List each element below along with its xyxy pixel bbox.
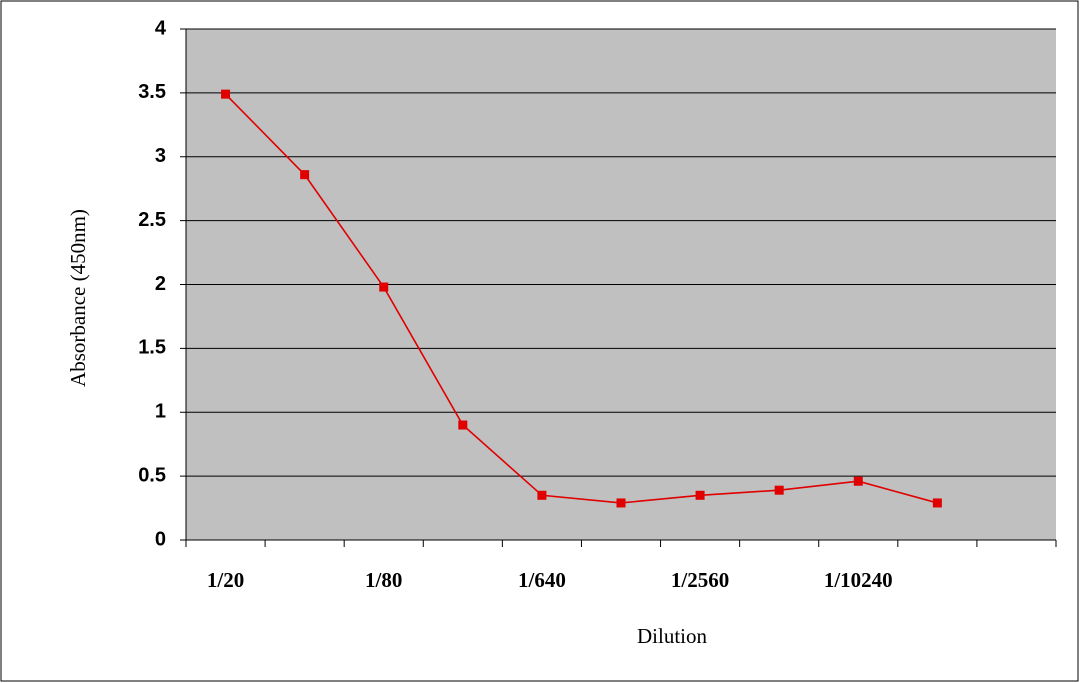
y-tick-label: 2 [155, 273, 166, 295]
marker [932, 498, 942, 508]
marker [221, 89, 231, 99]
x-axis-title: Dilution [637, 624, 708, 648]
y-tick-label: 2.5 [138, 209, 166, 231]
x-tick-label: 1/2560 [671, 568, 729, 592]
marker [300, 170, 310, 180]
marker [774, 485, 784, 495]
y-axis-title: Absorbance (450nm) [66, 209, 90, 387]
y-tick-label: 4 [155, 17, 167, 39]
y-tick-label: 1 [155, 401, 166, 423]
marker [695, 490, 705, 500]
y-tick-label: 0.5 [138, 464, 166, 486]
x-tick-label: 1/10240 [824, 568, 893, 592]
x-tick-label: 1/640 [518, 568, 566, 592]
x-tick-label: 1/80 [365, 568, 402, 592]
y-tick-label: 3.5 [138, 81, 166, 103]
x-tick-label: 1/20 [207, 568, 244, 592]
marker [458, 420, 468, 430]
y-tick-label: 1.5 [138, 337, 166, 359]
marker [537, 490, 547, 500]
line [224, 93, 938, 504]
marker [379, 282, 389, 292]
marker [616, 498, 626, 508]
marker [853, 476, 863, 486]
y-tick-label: 0 [155, 528, 166, 550]
y-tick-label: 3 [155, 145, 166, 167]
